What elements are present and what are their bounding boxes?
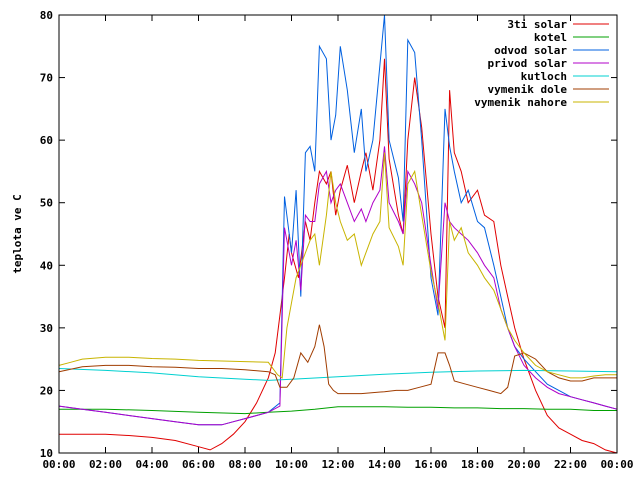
x-tick-label: 02:00 <box>89 458 122 471</box>
x-tick-label: 14:00 <box>368 458 401 471</box>
x-tick-label: 20:00 <box>507 458 540 471</box>
x-tick-label: 00:00 <box>600 458 633 471</box>
y-tick-label: 20 <box>40 384 53 397</box>
y-tick-label: 50 <box>40 197 53 210</box>
x-tick-label: 00:00 <box>42 458 75 471</box>
series-line-vymenik-nahore <box>58 152 617 379</box>
series-line-vymenik-dole <box>58 324 617 395</box>
y-tick-label: 60 <box>40 134 53 147</box>
tick-marks <box>58 14 618 454</box>
x-tick-label: 16:00 <box>414 458 447 471</box>
axis-labels: 10 20 30 40 50 60 70 80 00:00 02:00 04:00 06:00 08:0… <box>40 9 634 471</box>
legend-label: privod solar <box>488 57 568 70</box>
legend-label: vymenik nahore <box>474 96 567 109</box>
series-line-kutloch <box>58 368 618 381</box>
x-tick-label: 08:00 <box>228 458 261 471</box>
y-tick-label: 10 <box>40 447 53 460</box>
x-tick-label: 06:00 <box>182 458 215 471</box>
y-tick-label: 30 <box>40 322 53 335</box>
series-line-kotel <box>59 406 617 415</box>
x-tick-label: 22:00 <box>554 458 587 471</box>
x-tick-label: 12:00 <box>321 458 354 471</box>
series-lines <box>58 14 618 454</box>
legend-label: kotel <box>534 31 567 44</box>
legend-label: 3ti solar <box>507 18 567 31</box>
y-tick-label: 80 <box>40 9 53 22</box>
legend-label: kutloch <box>521 70 567 83</box>
y-tick-label: 70 <box>40 72 53 85</box>
x-tick-label: 04:00 <box>135 458 168 471</box>
x-tick-label: 18:00 <box>461 458 494 471</box>
y-tick-label: 40 <box>40 259 53 272</box>
legend-label: vymenik dole <box>488 83 568 96</box>
legend-label: odvod solar <box>494 44 567 57</box>
plot-frame <box>58 14 618 454</box>
x-tick-label: 10:00 <box>275 458 308 471</box>
y-axis-label: teplota ve C <box>11 194 24 273</box>
